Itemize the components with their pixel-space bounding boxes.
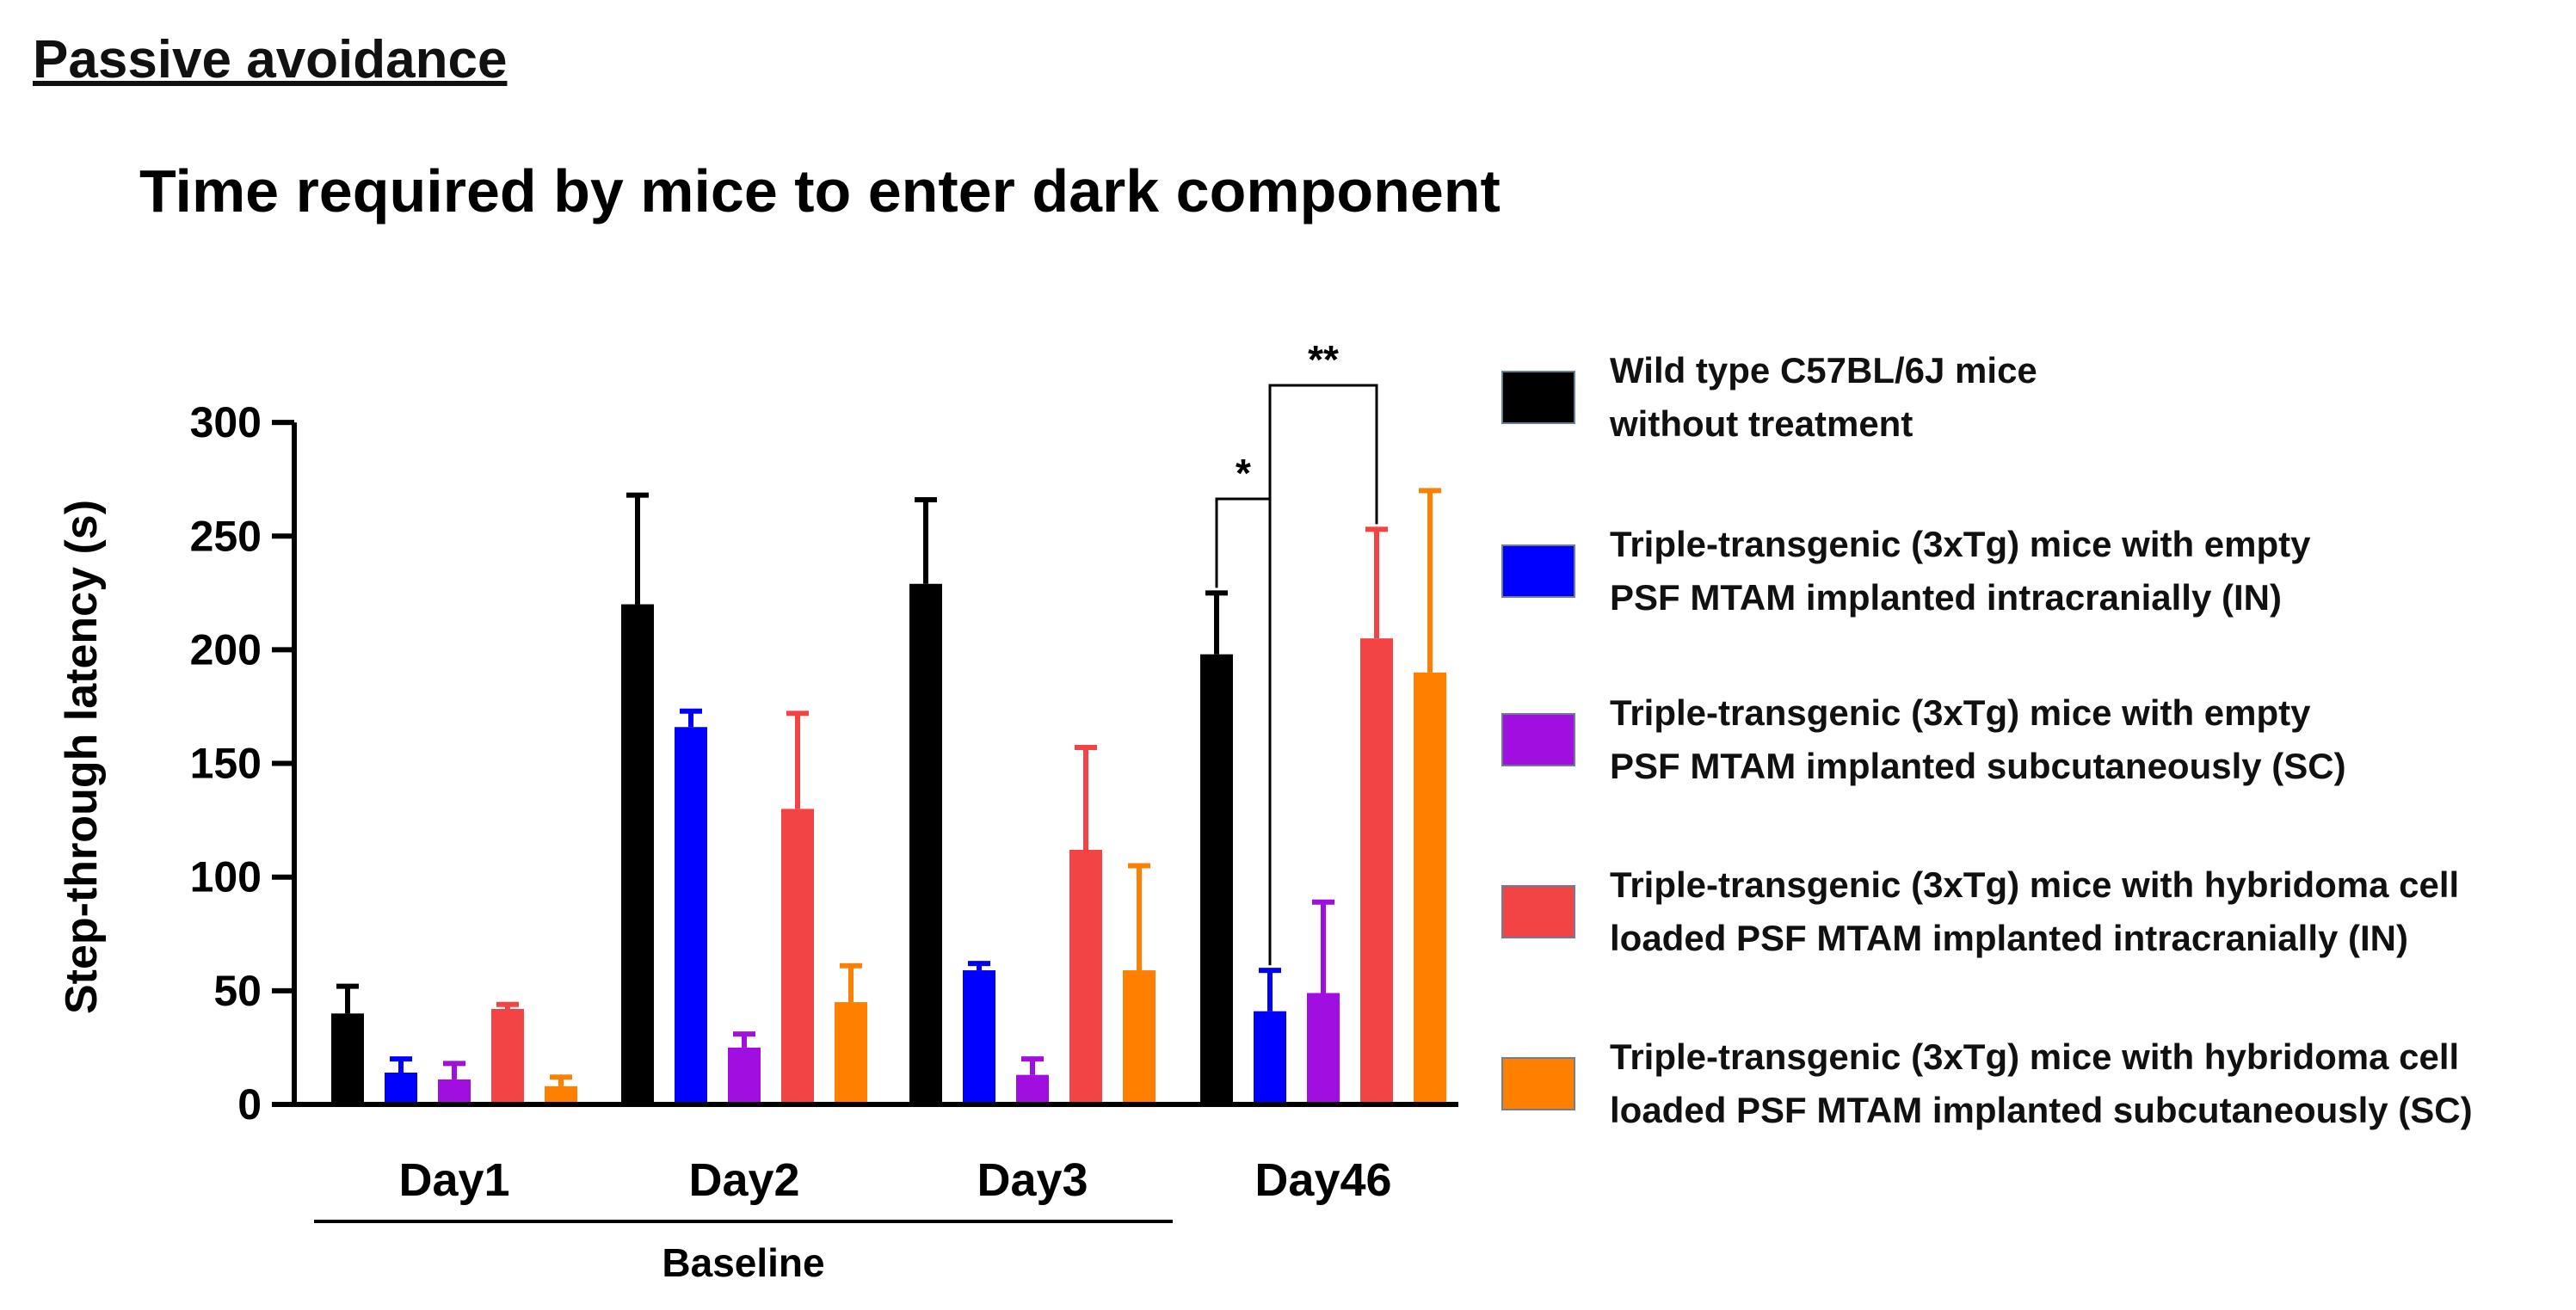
bar — [781, 809, 814, 1104]
legend-item: Triple-transgenic (3xTg) mice with empty… — [1501, 518, 2311, 624]
bar — [1123, 970, 1156, 1104]
y-tick-label: 200 — [190, 625, 262, 673]
y-tick-label: 50 — [213, 967, 262, 1015]
bar — [438, 1079, 471, 1104]
legend-swatch — [1501, 713, 1575, 766]
legend-label: Triple-transgenic (3xTg) mice with hybri… — [1610, 864, 2460, 958]
bar — [621, 604, 654, 1104]
bar — [1414, 672, 1446, 1104]
bar — [1360, 638, 1393, 1104]
x-tick-label: Day1 — [398, 1154, 509, 1206]
y-tick-label: 300 — [190, 398, 262, 446]
legend-swatch — [1501, 885, 1575, 938]
chart-title: Time required by mice to enter dark comp… — [139, 157, 1501, 224]
y-tick-label: 150 — [190, 740, 262, 788]
bar — [545, 1086, 577, 1104]
x-tick-label: Day46 — [1254, 1154, 1391, 1206]
bar — [1016, 1074, 1049, 1104]
legend-item: Triple-transgenic (3xTg) mice with empty… — [1501, 686, 2346, 793]
bar — [1254, 1011, 1286, 1104]
x-tick-label: Day2 — [688, 1154, 799, 1206]
section-title: Passive avoidance — [33, 30, 508, 89]
legend-item: Triple-transgenic (3xTg) mice with hybri… — [1501, 1030, 2473, 1137]
bar — [675, 727, 707, 1104]
significance-bracket — [1268, 384, 1378, 966]
bar — [728, 1047, 761, 1104]
legend-swatch — [1501, 371, 1575, 424]
bar — [963, 970, 995, 1104]
legend-swatch — [1501, 544, 1575, 598]
legend-label: Triple-transgenic (3xTg) mice with empty… — [1610, 524, 2311, 618]
y-tick-label: 250 — [190, 512, 262, 560]
bar — [331, 1013, 364, 1104]
bar — [1069, 849, 1102, 1104]
y-tick-label: 0 — [237, 1080, 262, 1129]
legend-label: Triple-transgenic (3xTg) mice with hybri… — [1610, 1036, 2473, 1130]
legend-item: Triple-transgenic (3xTg) mice with hybri… — [1501, 858, 2459, 965]
bar — [491, 1008, 524, 1104]
legend-label: Wild type C57BL/6J mice without treatmen… — [1610, 350, 2037, 444]
legend-swatch — [1501, 1057, 1575, 1110]
bar — [1307, 993, 1340, 1104]
bar — [385, 1072, 417, 1104]
y-tick-label: 100 — [190, 853, 262, 901]
legend-item: Wild type C57BL/6J mice without treatmen… — [1501, 344, 2037, 451]
x-tick-label: Day3 — [977, 1154, 1088, 1206]
bar — [835, 1002, 867, 1104]
group-label: Baseline — [662, 1240, 824, 1285]
legend-label: Triple-transgenic (3xTg) mice with empty… — [1610, 692, 2346, 786]
bar — [909, 583, 942, 1104]
y-axis-title: Step-through latency (s) — [57, 500, 107, 1014]
bar — [1200, 654, 1233, 1104]
significance-label: ** — [1308, 337, 1339, 382]
significance-label: * — [1236, 451, 1251, 495]
